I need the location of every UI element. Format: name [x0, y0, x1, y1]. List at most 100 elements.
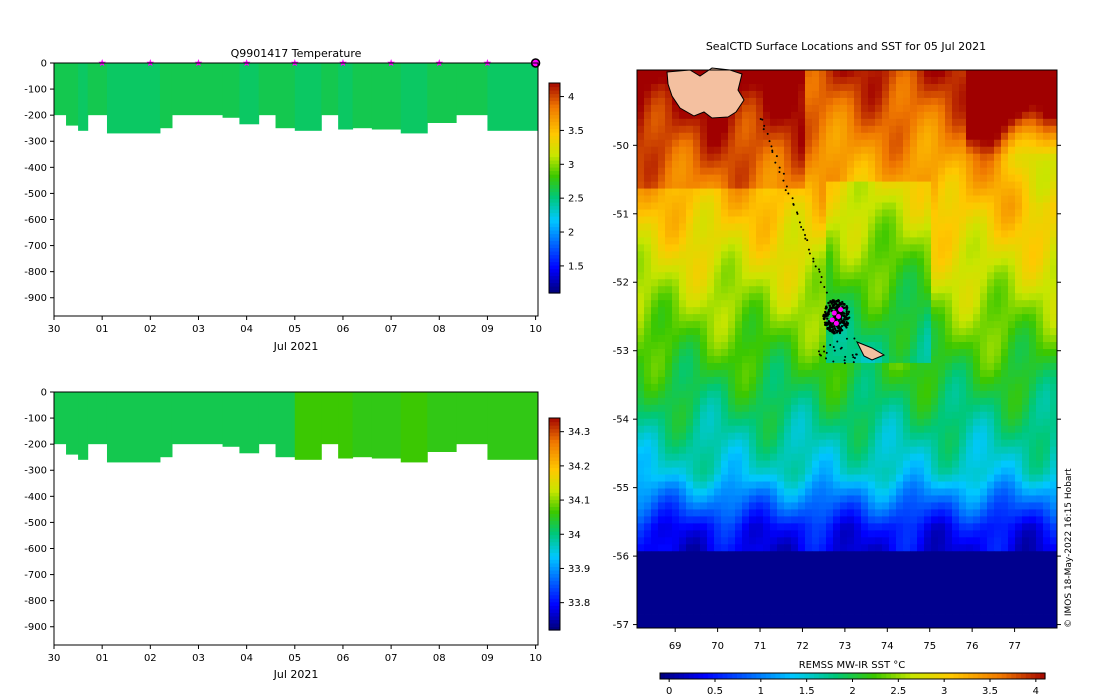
sst-cell-173: [1008, 83, 1016, 92]
sst-cell-679: [770, 146, 778, 155]
sst-cell-1280: [777, 216, 785, 224]
sst-cell-993: [868, 181, 876, 189]
sst-cell-2161: [644, 321, 652, 329]
sst-cell-2913: [868, 404, 876, 413]
sst-cell-3470: [987, 467, 995, 475]
sst-cell-1279: [770, 216, 778, 224]
sst-cell-4563: [658, 600, 666, 608]
sst-cell-1475: [882, 237, 890, 245]
sst-cell-53: [1008, 70, 1016, 78]
sst-cell-1844: [945, 279, 953, 287]
sst-cell-3911: [714, 523, 722, 531]
sst-cell-3436: [749, 467, 757, 475]
sst-cell-941: [924, 174, 932, 183]
sst-cell-2171: [714, 321, 722, 329]
sst-cell-3031: [854, 418, 862, 427]
sst-cell-2139: [910, 314, 918, 322]
sst-cell-1808: [693, 279, 701, 287]
sst-cell-495: [742, 125, 750, 134]
sst-cell-1356: [889, 223, 897, 231]
sst-cell-4056: [889, 537, 897, 545]
sst-cell-3705: [952, 495, 960, 503]
sst-cell-1532: [861, 244, 869, 252]
sst-cell-3215: [882, 439, 890, 448]
profile-cell-14: [352, 392, 373, 458]
sst-cell-934: [875, 174, 883, 183]
sst-cell-1131: [994, 195, 1002, 203]
sst-cell-1289: [840, 216, 848, 224]
sst-cell-1892: [861, 286, 869, 294]
sst-cell-2192: [861, 321, 869, 329]
sst-cell-1950: [847, 293, 855, 301]
sst-cell-1748: [693, 272, 701, 280]
sst-cell-2218: [1043, 321, 1051, 329]
sst-cell-2028: [973, 300, 981, 308]
sst-cell-118: [1043, 76, 1051, 85]
sst-cell-4278: [763, 565, 771, 573]
sst-cell-1763: [798, 272, 806, 280]
sst-cell-4450: [707, 586, 715, 594]
sst-cell-3342: [931, 453, 939, 462]
colorbar-tick-label-4: 3.5: [568, 126, 584, 137]
sst-cell-2763: [658, 390, 666, 399]
sst-cell-2844: [805, 397, 813, 406]
sst-cell-2603: [798, 369, 806, 378]
sst-cell-2270: [987, 328, 995, 336]
sst-cell-1569: [700, 251, 708, 259]
sst-cell-2366: [819, 342, 827, 350]
sst-cell-2126: [819, 314, 827, 322]
sst-cell-3413: [1008, 460, 1016, 468]
sst-cell-2291: [714, 335, 722, 343]
sst-cell-4492: [1001, 586, 1009, 594]
sst-cell-4671: [994, 607, 1002, 615]
sst-cell-3653: [1008, 488, 1016, 496]
sst-cell-2007: [826, 300, 834, 308]
sst-cell-376: [749, 111, 757, 120]
sst-cell-946: [959, 174, 967, 183]
sst-cell-1417: [896, 230, 904, 238]
sst-cell-4393: [728, 579, 736, 587]
sst-cell-3114: [1015, 425, 1023, 434]
sst-cell-392: [861, 111, 869, 120]
sst-cell-1846: [959, 279, 967, 287]
sst-cell-1886: [819, 286, 827, 294]
sst-cell-1309: [980, 216, 988, 224]
sst-cell-1083: [658, 195, 666, 203]
sst-cell-3003: [658, 418, 666, 427]
sst-cell-3064: [665, 425, 673, 434]
sst-cell-3507: [826, 474, 834, 482]
sst-cell-3420: [637, 467, 645, 475]
sst-cell-1684: [665, 265, 673, 273]
sst-cell-341: [924, 104, 932, 113]
sst-cell-4224: [805, 558, 813, 566]
sst-cell-2180: [777, 321, 785, 329]
sst-cell-1741: [644, 272, 652, 280]
sst-cell-3132: [721, 432, 729, 441]
sst-cell-1441: [644, 237, 652, 245]
sst-cell-900: [637, 174, 645, 183]
sst-cell-259: [770, 97, 778, 106]
sst-cell-626: [819, 139, 827, 148]
sst-cell-1606: [959, 251, 967, 259]
sst-cell-3607: [686, 488, 694, 496]
sst-cell-2056: [749, 307, 757, 315]
sst-cell-871: [854, 167, 862, 176]
sst-cell-2173: [728, 321, 736, 329]
sst-cell-4197: [1036, 551, 1044, 559]
sst-cell-4481: [924, 586, 932, 594]
sst-cell-1554: [1015, 244, 1023, 252]
sst-cell-2102: [651, 314, 659, 322]
sst-cell-2887: [686, 404, 694, 413]
sst-cell-4335: [742, 572, 750, 580]
sst-cell-1727: [966, 265, 974, 273]
profile-cell-12: [321, 392, 339, 445]
sst-cell-1722: [931, 265, 939, 273]
colorbar-segment-43: [549, 139, 560, 144]
sst-cell-4596: [889, 600, 897, 608]
sst-cell-3475: [1022, 467, 1030, 475]
sst-cell-3725: [672, 502, 680, 510]
sst-cell-2909: [840, 404, 848, 413]
sst-cell-111: [994, 76, 1002, 85]
sst-cell-697: [896, 146, 904, 155]
sst-cell-1238: [903, 209, 911, 217]
